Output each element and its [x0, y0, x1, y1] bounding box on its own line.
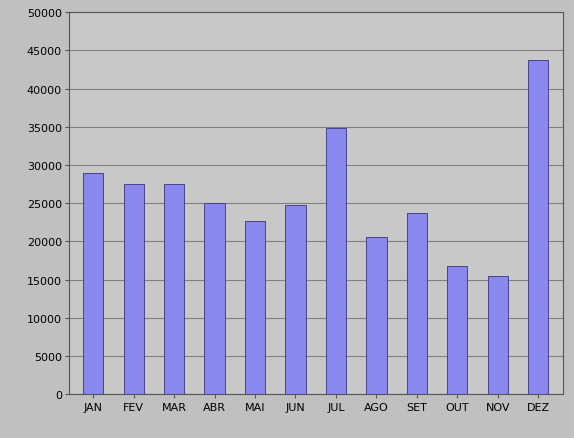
Bar — [488, 277, 508, 394]
Bar — [245, 221, 265, 394]
Bar — [326, 129, 346, 394]
Bar — [204, 204, 224, 394]
Bar — [366, 237, 386, 394]
Bar — [164, 185, 184, 394]
Bar — [123, 185, 144, 394]
Bar — [285, 205, 305, 394]
Bar — [407, 214, 427, 394]
Bar — [447, 266, 467, 394]
Bar — [528, 61, 548, 394]
Bar — [83, 173, 103, 394]
